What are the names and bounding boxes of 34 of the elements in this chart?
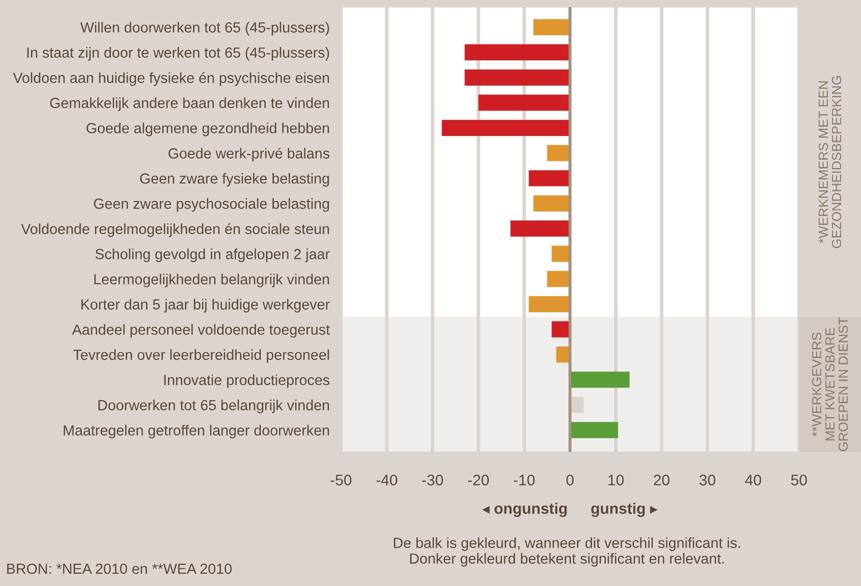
x-tick-label: 50 [791, 474, 807, 486]
y-tick-label: Willen doorwerken tot 65 (45-plussers) [80, 22, 329, 36]
y-tick-label: Geen zware fysieke belasting [140, 172, 329, 187]
y-tick-label: Tevreden over leerbereidheid personeel [73, 349, 329, 363]
x-tick-label: -40 [376, 474, 398, 486]
x-tick-label: 0 [566, 474, 574, 486]
y-tick-label: Korter dan 5 jaar bij huidige werkgever [81, 298, 330, 312]
y-tick-label: In staat zijn door te werken tot 65 (45-plussers) [27, 47, 330, 61]
y-tick-label: Goede werk-privé balans [168, 148, 330, 162]
x-tick-label: 10 [608, 474, 624, 486]
y-tick-label: Innovatie productieproces [164, 374, 330, 388]
y-tick-label: Geen zware psychosociale belasting [94, 198, 329, 212]
y-tick-label: Maatregelen getroffen langer doorwerken [64, 424, 329, 438]
x-tick-label: -10 [514, 474, 535, 486]
y-tick-label: Leermogelijkheden belangrijk vinden [94, 274, 329, 288]
text: BRON: *NEA 2010 en **WEA 2010 [7, 564, 232, 574]
x-tick-label: -50 [330, 474, 352, 486]
y-tick-label: Doorwerken tot 65 belangrijk vinden [98, 400, 329, 414]
y-tick-label: Scholing gevolgd in afgelopen 2 jaar [95, 248, 330, 262]
text: *WERKNEMERS MET EEN GEZONDHEIDSBEPERKING [818, 76, 842, 248]
x-tick-label: 30 [699, 474, 716, 486]
y-tick-label: Gemakkelijk andere baan denken te vinden [50, 97, 329, 112]
x-tick-label: -30 [422, 474, 444, 486]
text: gunstig ▸ [591, 502, 658, 518]
x-tick-label: -20 [468, 474, 489, 486]
text: ◂ ongunstig [482, 502, 567, 518]
x-tick-label: 40 [745, 474, 762, 486]
y-tick-label: Voldoen aan huidige fysieke én psychische eisen [12, 72, 329, 86]
y-tick-label: Goede algemene gezondheid hebben [86, 122, 329, 136]
text: **WERKGEVERS MET KWETSBARE GROEPEN IN DIENST [812, 317, 848, 452]
x-tick-label: 20 [654, 474, 670, 486]
text: De balk is gekleurd, wanneer dit verschil significant is. Donker gekleurd betekent significant en relevant. [394, 537, 740, 567]
y-tick-label: Voldoende regelmogelijkheden én sociale steun [21, 223, 329, 238]
y-tick-label: Aandeel personeel voldoende toegerust [72, 324, 330, 338]
